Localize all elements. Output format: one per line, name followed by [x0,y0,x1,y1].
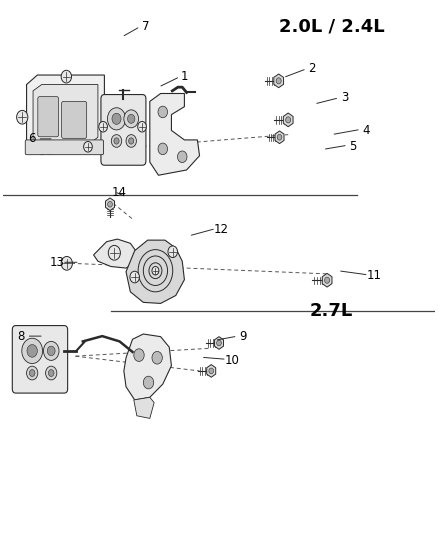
Circle shape [177,151,187,163]
Text: 7: 7 [142,20,149,33]
Polygon shape [150,93,200,175]
Circle shape [17,110,28,124]
Circle shape [143,376,154,389]
FancyBboxPatch shape [12,326,67,393]
Circle shape [168,246,177,257]
Circle shape [217,340,221,346]
Circle shape [29,369,35,376]
Circle shape [107,108,126,130]
Polygon shape [215,337,223,349]
Circle shape [22,338,42,364]
Circle shape [130,271,139,283]
Circle shape [325,277,330,284]
Text: 13: 13 [49,256,64,269]
FancyBboxPatch shape [38,96,59,137]
Text: 12: 12 [214,223,229,236]
Circle shape [99,122,107,132]
Polygon shape [126,240,184,303]
Polygon shape [134,397,154,418]
Circle shape [127,115,135,123]
Text: 2.0L / 2.4L: 2.0L / 2.4L [279,18,384,36]
Circle shape [277,134,282,140]
Text: 8: 8 [17,329,25,343]
Polygon shape [322,273,332,287]
Text: 2.7L: 2.7L [310,302,353,320]
Text: 3: 3 [341,91,348,104]
Text: 11: 11 [366,270,381,282]
Circle shape [108,245,120,260]
Circle shape [61,256,72,270]
Polygon shape [275,131,284,143]
Circle shape [27,344,37,357]
Text: 14: 14 [112,186,127,199]
Polygon shape [94,239,137,268]
Circle shape [286,117,291,123]
Polygon shape [207,365,215,377]
Text: 5: 5 [350,140,357,153]
Circle shape [43,342,59,360]
Circle shape [138,122,146,132]
Circle shape [276,78,281,84]
Circle shape [152,351,162,364]
Circle shape [114,138,119,144]
Text: 4: 4 [362,124,370,137]
Circle shape [158,143,168,155]
Circle shape [47,346,55,356]
Circle shape [111,135,122,147]
Circle shape [134,349,144,361]
FancyBboxPatch shape [62,101,87,139]
Circle shape [129,138,134,144]
Circle shape [84,141,92,152]
Circle shape [46,366,57,380]
Polygon shape [283,113,293,127]
Text: 6: 6 [28,132,36,146]
Polygon shape [274,74,283,88]
FancyBboxPatch shape [25,140,103,155]
Text: 9: 9 [239,329,247,343]
Text: 2: 2 [308,62,316,75]
Polygon shape [27,75,104,150]
Polygon shape [106,198,114,211]
Circle shape [61,70,71,83]
Circle shape [126,135,136,147]
Polygon shape [33,85,98,143]
Circle shape [209,368,214,374]
Circle shape [108,201,113,207]
Text: 10: 10 [225,354,240,367]
Circle shape [112,114,121,124]
Text: 1: 1 [180,70,188,83]
Polygon shape [124,334,171,400]
Circle shape [27,366,38,380]
Circle shape [49,369,54,376]
FancyBboxPatch shape [101,94,146,165]
Circle shape [124,110,138,128]
Circle shape [152,266,159,275]
Circle shape [158,106,168,118]
